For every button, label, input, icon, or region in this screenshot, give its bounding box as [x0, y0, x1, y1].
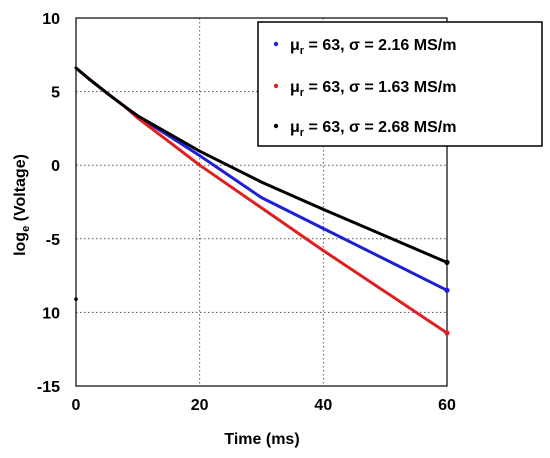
- x-tick-label: 40: [314, 397, 332, 414]
- legend-entry-2: μr = 63, σ = 1.63 MS/m: [273, 79, 456, 99]
- y-axis-label-main: log: [12, 232, 29, 256]
- legend-entry-1: μr = 63, σ = 2.16 MS/m: [273, 37, 456, 57]
- y-tick-label: 5: [51, 85, 60, 102]
- x-tick-label: 20: [191, 397, 209, 414]
- y-tick-label: -5: [46, 232, 60, 249]
- x-tick-label: 0: [72, 397, 81, 414]
- y-tick-label: 10: [42, 305, 60, 322]
- legend-box: [257, 21, 543, 147]
- legend-label-1: μr = 63, σ = 2.16 MS/m: [290, 37, 456, 57]
- y-tick-label: 10: [42, 11, 60, 28]
- legend-entry-3: μr = 63, σ = 2.68 MS/m: [273, 119, 456, 139]
- series-line-3: [74, 66, 449, 264]
- x-tick-label: 60: [438, 397, 456, 414]
- legend-marker-1: [273, 41, 279, 47]
- y-tick-label: 0: [51, 158, 60, 175]
- series-end-point-2: [444, 330, 450, 336]
- x-axis-label: Time (ms): [224, 431, 299, 448]
- series-group: [74, 66, 450, 336]
- legend-marker-2: [273, 83, 279, 89]
- legend-label-2: μr = 63, σ = 1.63 MS/m: [290, 79, 456, 99]
- y-axis-label: loge (Voltage): [12, 154, 32, 256]
- y-axis-label-rest: (Voltage): [12, 154, 29, 226]
- y-tick-label: -15: [37, 379, 60, 396]
- stray-data-point: [74, 297, 78, 301]
- legend-marker-3: [273, 123, 279, 129]
- series-end-point-1: [444, 287, 450, 293]
- legend: μr = 63, σ = 2.16 MS/m μr = 63, σ = 1.63…: [257, 21, 543, 147]
- y-axis-label-sub: e: [20, 226, 32, 232]
- legend-label-3: μr = 63, σ = 2.68 MS/m: [290, 119, 456, 139]
- plot-frame: [75, 17, 448, 387]
- axis-ticks: 0 20 40 60 10 5 0 -5 10 -15: [37, 11, 456, 414]
